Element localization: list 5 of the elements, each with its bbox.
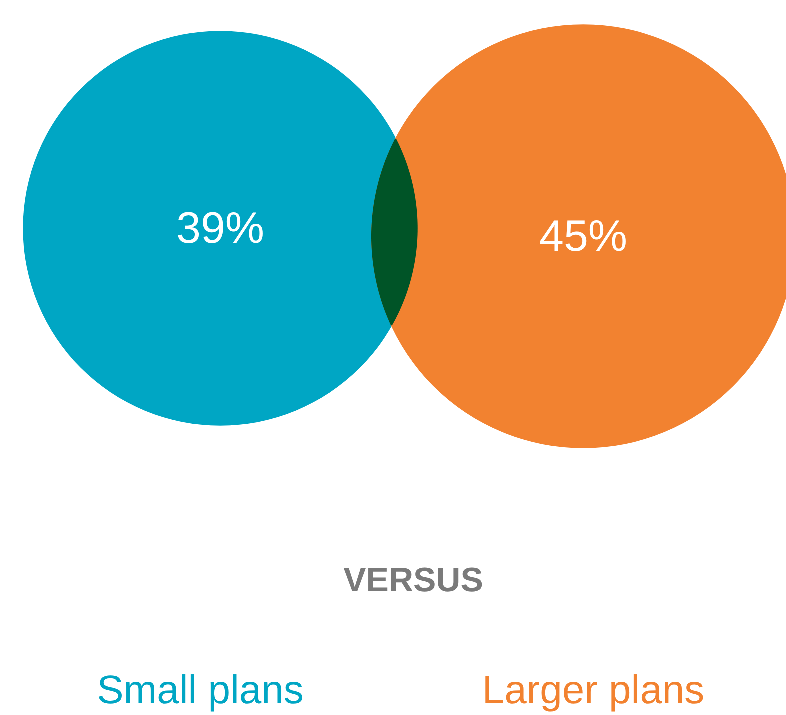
data-label: 39%	[176, 204, 265, 253]
category-label: Larger plans	[482, 668, 705, 712]
text: VERSUS	[344, 562, 484, 600]
data-label: 45%	[539, 212, 628, 261]
category-label: Small plans	[97, 668, 304, 712]
